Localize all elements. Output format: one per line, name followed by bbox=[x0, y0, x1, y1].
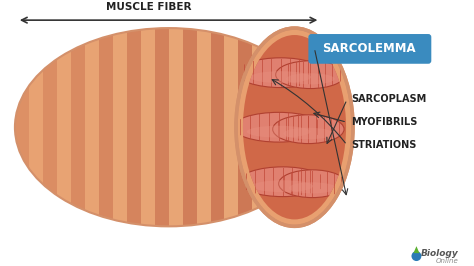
Polygon shape bbox=[250, 113, 251, 141]
Polygon shape bbox=[43, 23, 57, 231]
Polygon shape bbox=[279, 113, 280, 141]
Polygon shape bbox=[301, 116, 302, 143]
Polygon shape bbox=[316, 116, 317, 143]
Polygon shape bbox=[271, 59, 273, 86]
Polygon shape bbox=[303, 62, 304, 88]
Polygon shape bbox=[253, 23, 266, 231]
Text: SARCOLEMMA: SARCOLEMMA bbox=[322, 42, 416, 55]
Polygon shape bbox=[332, 62, 334, 88]
Polygon shape bbox=[318, 62, 319, 88]
Polygon shape bbox=[169, 23, 182, 231]
Ellipse shape bbox=[236, 28, 353, 226]
Polygon shape bbox=[308, 113, 309, 141]
Polygon shape bbox=[197, 23, 210, 231]
Polygon shape bbox=[319, 171, 320, 197]
Text: MUSCLE FIBER: MUSCLE FIBER bbox=[106, 2, 191, 12]
Polygon shape bbox=[85, 23, 99, 231]
Polygon shape bbox=[210, 23, 225, 231]
Text: Online: Online bbox=[435, 258, 458, 264]
Ellipse shape bbox=[289, 182, 336, 193]
Polygon shape bbox=[29, 23, 43, 231]
Polygon shape bbox=[318, 59, 319, 86]
Polygon shape bbox=[319, 168, 321, 196]
Polygon shape bbox=[262, 59, 263, 86]
Polygon shape bbox=[278, 116, 279, 143]
Polygon shape bbox=[273, 168, 274, 196]
Polygon shape bbox=[299, 59, 300, 86]
Polygon shape bbox=[288, 62, 289, 88]
Polygon shape bbox=[244, 59, 245, 86]
Polygon shape bbox=[308, 23, 322, 231]
Text: MYOFIBRILS: MYOFIBRILS bbox=[351, 117, 418, 127]
Ellipse shape bbox=[237, 58, 324, 88]
Polygon shape bbox=[71, 23, 85, 231]
Polygon shape bbox=[255, 168, 256, 196]
Polygon shape bbox=[309, 116, 310, 143]
Polygon shape bbox=[264, 168, 265, 196]
Polygon shape bbox=[293, 116, 294, 143]
Text: SARCOPLASM: SARCOPLASM bbox=[351, 94, 426, 105]
Polygon shape bbox=[266, 23, 280, 231]
Polygon shape bbox=[312, 171, 313, 197]
Polygon shape bbox=[301, 168, 302, 196]
Polygon shape bbox=[305, 171, 306, 197]
Polygon shape bbox=[281, 59, 282, 86]
Ellipse shape bbox=[243, 35, 346, 219]
Ellipse shape bbox=[276, 61, 345, 89]
Ellipse shape bbox=[246, 126, 310, 138]
Polygon shape bbox=[334, 171, 335, 197]
Polygon shape bbox=[288, 113, 289, 141]
Polygon shape bbox=[15, 23, 29, 231]
Polygon shape bbox=[309, 59, 310, 86]
Polygon shape bbox=[331, 116, 332, 143]
Polygon shape bbox=[310, 62, 311, 88]
Polygon shape bbox=[269, 113, 270, 141]
Polygon shape bbox=[99, 23, 113, 231]
Ellipse shape bbox=[239, 167, 326, 197]
Polygon shape bbox=[113, 23, 127, 231]
Ellipse shape bbox=[273, 115, 344, 144]
Polygon shape bbox=[294, 23, 308, 231]
Ellipse shape bbox=[250, 71, 311, 83]
Polygon shape bbox=[292, 168, 293, 196]
Polygon shape bbox=[296, 62, 297, 88]
Polygon shape bbox=[298, 171, 299, 197]
Polygon shape bbox=[324, 116, 325, 143]
Polygon shape bbox=[298, 113, 299, 141]
Polygon shape bbox=[291, 171, 292, 197]
Polygon shape bbox=[281, 62, 282, 88]
Polygon shape bbox=[413, 246, 419, 253]
Polygon shape bbox=[225, 23, 238, 231]
Polygon shape bbox=[325, 62, 326, 88]
Polygon shape bbox=[141, 23, 155, 231]
Ellipse shape bbox=[15, 28, 322, 226]
Text: Biology: Biology bbox=[420, 249, 458, 258]
Polygon shape bbox=[259, 113, 260, 141]
Ellipse shape bbox=[279, 170, 346, 198]
Ellipse shape bbox=[283, 128, 333, 139]
Polygon shape bbox=[155, 23, 169, 231]
Polygon shape bbox=[340, 62, 341, 88]
Polygon shape bbox=[280, 23, 294, 231]
Ellipse shape bbox=[252, 180, 313, 192]
Polygon shape bbox=[341, 171, 342, 197]
Text: STRIATIONS: STRIATIONS bbox=[351, 140, 416, 150]
Polygon shape bbox=[57, 23, 71, 231]
Polygon shape bbox=[284, 171, 285, 197]
FancyBboxPatch shape bbox=[309, 34, 431, 64]
Polygon shape bbox=[290, 59, 291, 86]
Polygon shape bbox=[327, 171, 328, 197]
Polygon shape bbox=[238, 23, 253, 231]
Polygon shape bbox=[253, 59, 254, 86]
Polygon shape bbox=[240, 113, 241, 141]
Polygon shape bbox=[318, 113, 319, 141]
Ellipse shape bbox=[286, 73, 335, 84]
Polygon shape bbox=[339, 116, 340, 143]
Polygon shape bbox=[127, 23, 141, 231]
Circle shape bbox=[411, 251, 421, 261]
Ellipse shape bbox=[233, 112, 324, 142]
Polygon shape bbox=[310, 168, 311, 196]
Polygon shape bbox=[286, 116, 287, 143]
Polygon shape bbox=[182, 23, 197, 231]
